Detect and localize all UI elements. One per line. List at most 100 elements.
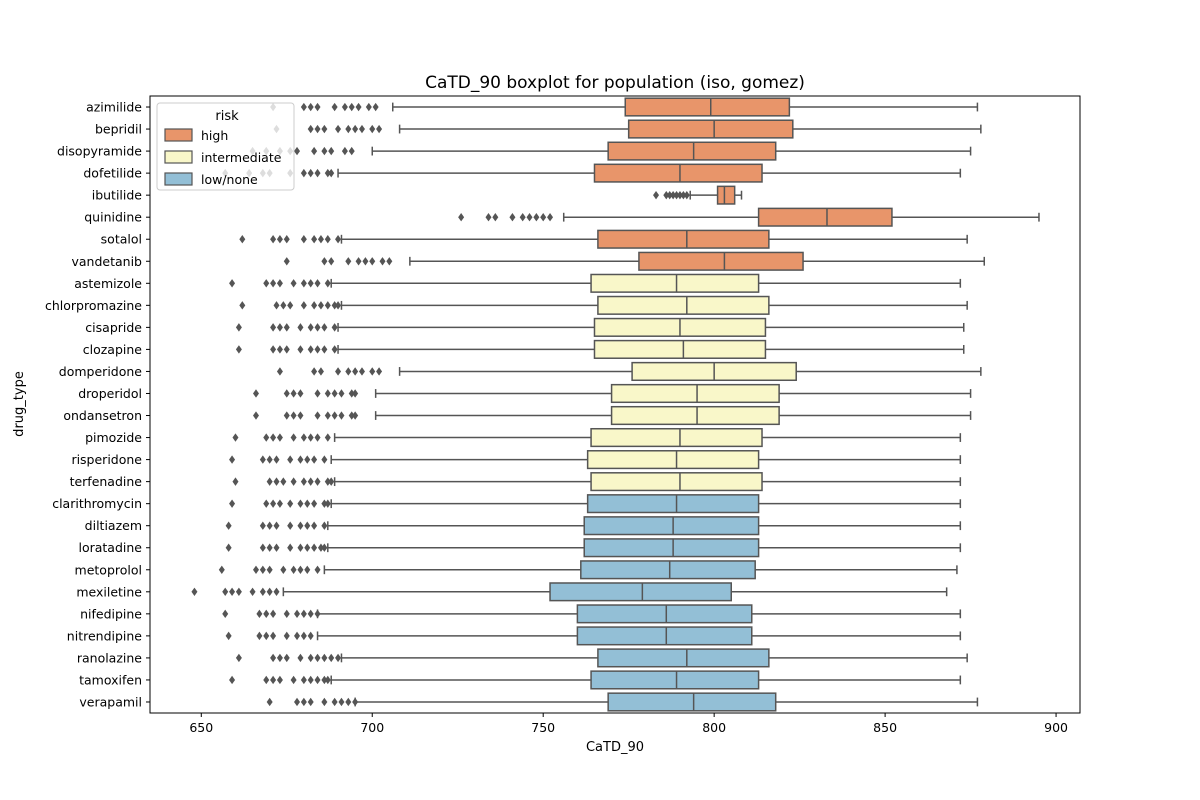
- y-tick-label: ranolazine: [77, 650, 142, 665]
- outlier-point: [307, 477, 314, 486]
- y-tick-label: mexiletine: [76, 584, 142, 599]
- box-group-chlorpromazine: [239, 295, 968, 315]
- outlier-point: [225, 543, 232, 552]
- outlier-point: [519, 212, 526, 222]
- y-tick-label: diltiazem: [85, 518, 142, 533]
- outlier-point: [263, 499, 270, 508]
- outlier-point: [300, 697, 307, 707]
- outlier-point: [324, 499, 331, 508]
- outlier-point: [321, 521, 328, 530]
- outlier-point: [358, 367, 365, 376]
- outlier-point: [270, 675, 277, 685]
- outlier-point: [328, 146, 335, 156]
- outlier-point: [670, 190, 677, 200]
- outlier-point: [280, 301, 287, 310]
- outlier-point: [331, 389, 338, 398]
- y-tick-label: disopyramide: [57, 144, 142, 159]
- outlier-point: [294, 697, 301, 707]
- outlier-point: [283, 235, 290, 244]
- outlier-point: [239, 301, 246, 310]
- outlier-point: [270, 631, 277, 641]
- legend-label: low/none: [201, 172, 258, 187]
- outlier-point: [229, 279, 236, 288]
- outlier-point: [297, 389, 304, 398]
- outlier-point: [307, 653, 314, 663]
- outlier-point: [307, 168, 314, 178]
- outlier-point: [338, 389, 345, 398]
- box-group-tamoxifen: [229, 670, 962, 690]
- outlier-point: [283, 609, 290, 619]
- outlier-point: [369, 367, 376, 376]
- outlier-point: [663, 190, 670, 200]
- outlier-point: [376, 124, 383, 134]
- outlier-point: [311, 301, 318, 310]
- legend-swatch: [164, 150, 193, 164]
- box-droperidol: [610, 383, 780, 404]
- outlier-point: [321, 499, 328, 508]
- outlier-point: [335, 653, 342, 663]
- outlier-point: [263, 609, 270, 619]
- outlier-point: [276, 675, 283, 685]
- box-group-ondansetron: [252, 405, 972, 426]
- outlier-point: [297, 565, 304, 574]
- outlier-point: [266, 455, 273, 464]
- outlier-point: [348, 146, 355, 156]
- outlier-point: [273, 521, 280, 530]
- outlier-point: [328, 257, 335, 266]
- y-tick-label: risperidone: [71, 452, 142, 467]
- box-group-disopyramide: [249, 141, 972, 161]
- outlier-point: [314, 168, 321, 178]
- outlier-point: [331, 411, 338, 420]
- outlier-point: [328, 653, 335, 663]
- outlier-point: [321, 653, 328, 663]
- outlier-point: [266, 587, 273, 597]
- outlier-point: [222, 587, 229, 597]
- y-tick-label: pimozide: [85, 430, 142, 445]
- outlier-point: [345, 257, 352, 266]
- legend-swatch: [164, 128, 193, 142]
- box-dofetilide: [593, 163, 763, 183]
- outlier-point: [229, 455, 236, 464]
- y-tick-label: chlorpromazine: [45, 298, 142, 313]
- outlier-point: [235, 323, 242, 332]
- outlier-point: [297, 543, 304, 552]
- outlier-point: [256, 631, 263, 641]
- y-tick-label: clozapine: [83, 342, 143, 357]
- outlier-point: [526, 212, 533, 222]
- box-disopyramide: [607, 141, 777, 161]
- y-tick-label: verapamil: [79, 694, 142, 709]
- y-tick-label: ibutilide: [92, 188, 143, 203]
- outlier-point: [287, 301, 294, 310]
- outlier-point: [276, 235, 283, 244]
- box-group-clozapine: [235, 339, 965, 359]
- legend-title: risk: [215, 109, 239, 124]
- outlier-point: [290, 279, 297, 288]
- outlier-point: [307, 102, 314, 112]
- y-tick-label: domperidone: [59, 364, 143, 379]
- outlier-point: [283, 389, 290, 398]
- outlier-point: [540, 212, 547, 222]
- outlier-point: [311, 146, 318, 156]
- outlier-point: [314, 675, 321, 685]
- box-group-sotalol: [239, 229, 968, 249]
- outlier-point: [273, 587, 280, 597]
- box-clozapine: [593, 339, 767, 359]
- outlier-point: [304, 565, 311, 574]
- outlier-point: [485, 212, 492, 222]
- outlier-point: [314, 433, 321, 442]
- outlier-point: [259, 455, 266, 464]
- y-tick-label: loratadine: [78, 540, 142, 555]
- box-group-loratadine: [225, 538, 962, 558]
- outlier-point: [249, 587, 256, 597]
- outlier-point: [270, 323, 277, 332]
- outlier-point: [259, 543, 266, 552]
- outlier-point: [229, 587, 236, 597]
- outlier-point: [290, 411, 297, 420]
- box-ranolazine: [597, 648, 770, 668]
- outlier-point: [304, 521, 311, 530]
- outlier-point: [297, 455, 304, 464]
- y-tick-label: bepridil: [95, 122, 142, 137]
- box-bepridil: [627, 119, 794, 139]
- outlier-point: [314, 653, 321, 663]
- outlier-point: [369, 257, 376, 266]
